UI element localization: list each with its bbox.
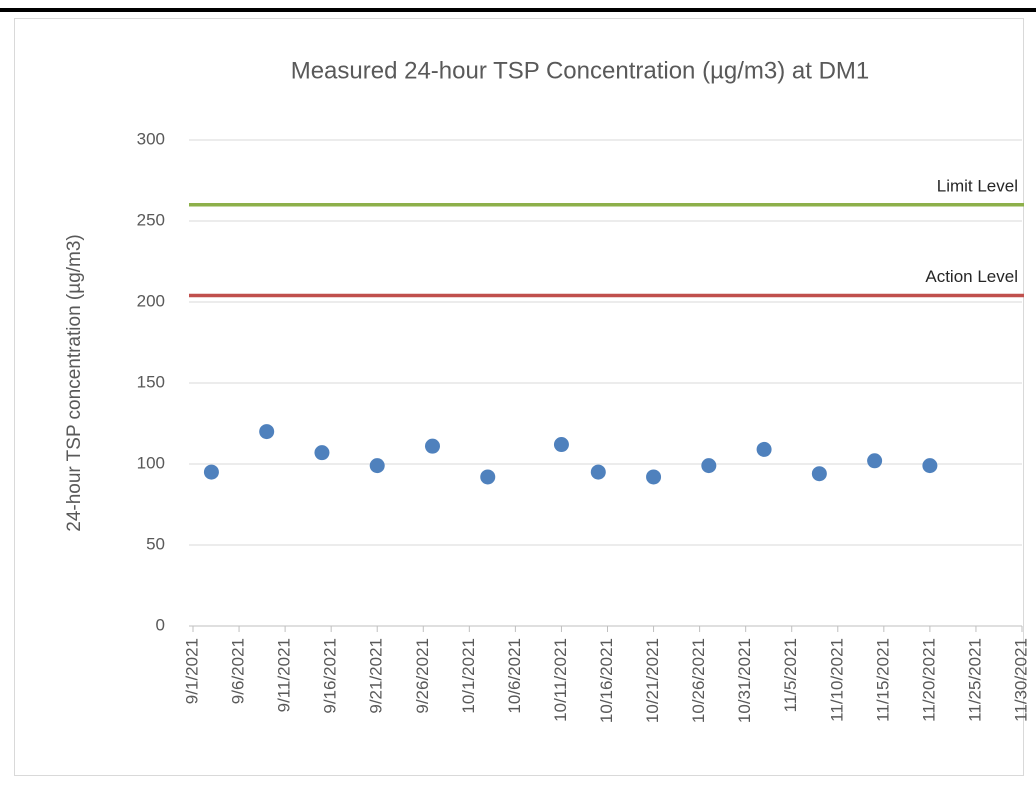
x-tick-label: 9/6/2021 bbox=[229, 638, 248, 704]
data-point bbox=[701, 458, 717, 474]
y-tick-label: 200 bbox=[137, 291, 165, 310]
x-tick-label: 11/5/2021 bbox=[781, 638, 800, 712]
x-tick-label: 11/15/2021 bbox=[873, 638, 892, 722]
data-point bbox=[811, 466, 827, 482]
y-tick-label: 250 bbox=[137, 210, 165, 229]
y-tick-label: 0 bbox=[156, 615, 165, 634]
x-tick-label: 9/16/2021 bbox=[321, 638, 340, 714]
chart-title: Measured 24-hour TSP Concentration (µg/m… bbox=[291, 57, 870, 84]
x-tick-label: 9/26/2021 bbox=[413, 638, 432, 714]
data-point bbox=[553, 437, 569, 453]
x-tick-label: 10/26/2021 bbox=[689, 638, 708, 723]
x-tick-label: 9/21/2021 bbox=[367, 638, 386, 714]
data-point bbox=[424, 438, 440, 454]
data-point bbox=[203, 464, 219, 480]
y-tick-label: 50 bbox=[146, 534, 165, 553]
x-tick-label: 10/11/2021 bbox=[551, 638, 570, 722]
x-tick-label: 10/21/2021 bbox=[643, 638, 662, 723]
x-tick-label: 11/25/2021 bbox=[965, 638, 984, 722]
x-tick-label: 10/1/2021 bbox=[459, 638, 478, 714]
chart-border bbox=[14, 18, 1024, 776]
data-point bbox=[646, 469, 662, 485]
data-point bbox=[314, 445, 330, 461]
reference-line-label: Limit Level bbox=[937, 176, 1018, 195]
data-point bbox=[756, 441, 772, 457]
x-tick-label: 11/30/2021 bbox=[1011, 638, 1030, 722]
reference-line-label: Action Level bbox=[925, 267, 1018, 286]
x-tick-label: 9/1/2021 bbox=[182, 638, 201, 704]
y-tick-label: 150 bbox=[137, 372, 165, 391]
x-tick-label: 10/31/2021 bbox=[735, 638, 754, 723]
x-tick-label: 11/20/2021 bbox=[919, 638, 938, 722]
data-point bbox=[369, 458, 385, 474]
x-tick-label: 9/11/2021 bbox=[275, 638, 294, 712]
data-point bbox=[259, 424, 275, 440]
data-point bbox=[867, 453, 883, 469]
x-tick-label: 11/10/2021 bbox=[827, 638, 846, 722]
y-tick-label: 100 bbox=[137, 453, 165, 472]
data-point bbox=[480, 469, 496, 485]
x-tick-label: 10/16/2021 bbox=[597, 638, 616, 723]
x-tick-label: 10/6/2021 bbox=[505, 638, 524, 714]
data-point bbox=[922, 458, 938, 474]
top-rule bbox=[0, 8, 1036, 12]
y-tick-label: 300 bbox=[137, 129, 165, 148]
data-point bbox=[590, 464, 606, 480]
y-axis-label: 24-hour TSP concentration (µg/m3) bbox=[64, 234, 85, 532]
